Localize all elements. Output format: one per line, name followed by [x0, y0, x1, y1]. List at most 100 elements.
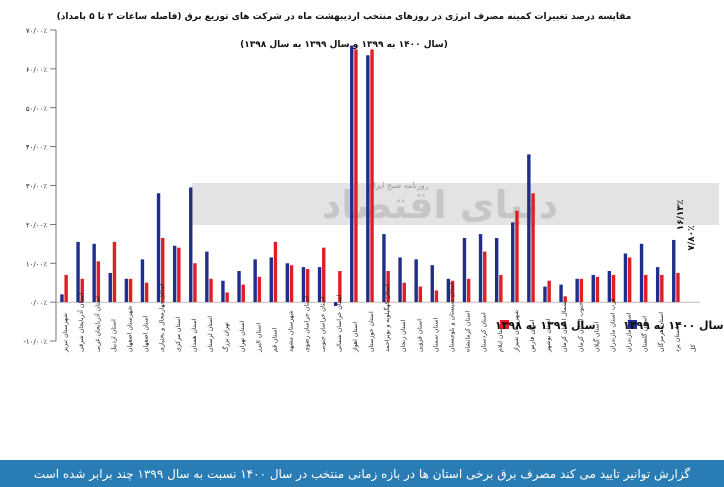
category-label: استان زنجان	[400, 319, 407, 352]
bar-1400	[237, 271, 241, 303]
bar-1400	[543, 286, 547, 303]
category-label: شهرستان مشهد	[287, 310, 294, 352]
category-label: استان آذربایجان شرقی	[76, 293, 85, 352]
y-axis: -۱۰/۰۰٪ ۰/۰۰٪ ۱۰/۰۰٪ ۲۰/۰۰٪ ۳۰/۰۰٪ ۴۰/۰۰٪ ۵۰/۰…	[23, 27, 700, 346]
watermark-logo: دنیای اقتصاد	[322, 183, 558, 227]
legend-label-1399: سال ۱۳۹۹ به ۱۳۹۸	[495, 319, 596, 332]
category-label: کل	[690, 344, 697, 352]
y-tick-label: ۳۰/۰۰٪	[26, 183, 47, 191]
bar-1399	[531, 193, 535, 303]
bar-1399	[305, 269, 310, 303]
bar-1399	[483, 251, 487, 303]
bar-1400	[414, 259, 418, 303]
category-label: شهرستان تبریز	[62, 313, 69, 353]
category-label: استان یزد	[674, 327, 681, 352]
category-label: غرب استان مازندران	[609, 297, 616, 352]
chart-title: مقایسه درصد تغییرات کمینه مصرف انرژی در …	[57, 12, 632, 22]
bar-1399	[660, 274, 664, 303]
bar-1400	[156, 193, 161, 303]
bar-1399	[144, 282, 149, 303]
category-label: استان خراسان شمالی	[336, 294, 343, 352]
category-label: استان اصفهان	[143, 315, 150, 352]
bar-1400	[124, 278, 129, 303]
category-label: استان تهران	[239, 320, 246, 352]
bar-1400	[285, 263, 290, 303]
bar-1399	[579, 278, 584, 303]
bar-1399	[547, 280, 551, 303]
bar-1400	[575, 278, 579, 303]
bar-1400	[269, 257, 273, 303]
category-label: استان خراسان رضوی	[304, 296, 311, 352]
bar-1400	[108, 272, 112, 303]
bar-1400	[494, 237, 499, 303]
bar-1400	[205, 251, 209, 303]
bar-1399	[676, 272, 680, 303]
bar-1400	[398, 257, 402, 303]
bar-1400	[366, 55, 370, 303]
category-label: استان هرمزگان	[657, 312, 665, 352]
category-label: استان لرستان	[207, 316, 214, 352]
bar-1399	[644, 274, 648, 303]
y-tick-label: -۱۰/۰۰٪	[23, 338, 47, 346]
bar-1400	[76, 241, 80, 303]
bars-layer	[60, 45, 680, 307]
category-label: استان خراسان جنوبی	[320, 296, 327, 352]
bar-1400	[221, 280, 225, 303]
category-label: استان سمنان	[432, 317, 439, 352]
bar-1399	[450, 280, 455, 303]
bar-1399	[209, 278, 213, 303]
bar-1400	[511, 222, 515, 303]
bar-1399	[225, 292, 229, 303]
category-label: استان قم	[271, 327, 278, 352]
bar-1399	[515, 210, 519, 303]
category-label: استان اردبیل	[110, 319, 117, 352]
bar-1400	[140, 259, 145, 303]
bar-1399	[241, 284, 245, 303]
bar-1400	[591, 274, 595, 303]
bar-1400	[462, 237, 467, 303]
bar-1400	[382, 234, 386, 303]
bar-1400	[317, 267, 322, 303]
legend-swatch-1399	[500, 320, 509, 329]
category-label: استان سیستان و بلوچستان	[448, 282, 455, 352]
total-label-1400: ۱۶/۱۳٪	[676, 200, 686, 231]
bar-1399	[627, 257, 632, 303]
bar-1400	[623, 253, 628, 303]
category-label: استان گیلان	[592, 322, 600, 352]
category-label: استان مازندران	[626, 312, 633, 352]
bar-1399	[402, 282, 406, 303]
y-tick-label: ۶۰/۰۰٪	[26, 66, 47, 74]
y-tick-label: ۱۰/۰۰٪	[26, 260, 47, 268]
bar-1399	[434, 290, 439, 303]
category-label: شهرستان شیراز	[513, 310, 520, 353]
bar-1400	[189, 187, 193, 303]
watermark-band	[192, 183, 719, 225]
category-label: استان بوشهر	[545, 318, 552, 353]
bar-1399	[112, 241, 117, 303]
category-label: جنوب استان کرمان	[577, 302, 584, 352]
bar-1400	[333, 302, 338, 307]
category-label: شهرستان اصفهان	[126, 306, 133, 352]
bar-1400	[639, 243, 644, 303]
watermark-subtext: روزنامه صبح ایران	[367, 181, 428, 190]
legend-label-1400: سال ۱۴۰۰ به ۱۳۹۹	[623, 319, 724, 332]
bar-1399	[386, 271, 390, 303]
bar-1399	[563, 296, 567, 303]
category-label: استان اهواز	[352, 322, 359, 353]
legend: سال ۱۴۰۰ به ۱۳۹۹ سال ۱۳۹۹ به ۱۳۹۸	[495, 319, 724, 332]
bar-1399	[595, 276, 600, 303]
y-tick-label: ۲۰/۰۰٪	[26, 221, 47, 229]
bar-1400	[559, 284, 563, 303]
bar-1399	[193, 263, 197, 303]
category-label: تهران بزرگ	[221, 322, 230, 352]
bar-1400	[253, 259, 257, 303]
bar-1399	[338, 271, 342, 303]
category-label: شمال استان کرمان	[561, 302, 568, 352]
bar-1400	[527, 154, 531, 303]
bar-1400	[92, 243, 96, 303]
bar-1400	[301, 267, 306, 303]
category-label: استان البرز	[255, 323, 262, 353]
chart-subtitle: (سال ۱۴۰۰ به ۱۳۹۹ و سال ۱۳۹۹ به سال ۱۳۹۸…	[240, 40, 448, 50]
bar-1399	[499, 274, 503, 303]
